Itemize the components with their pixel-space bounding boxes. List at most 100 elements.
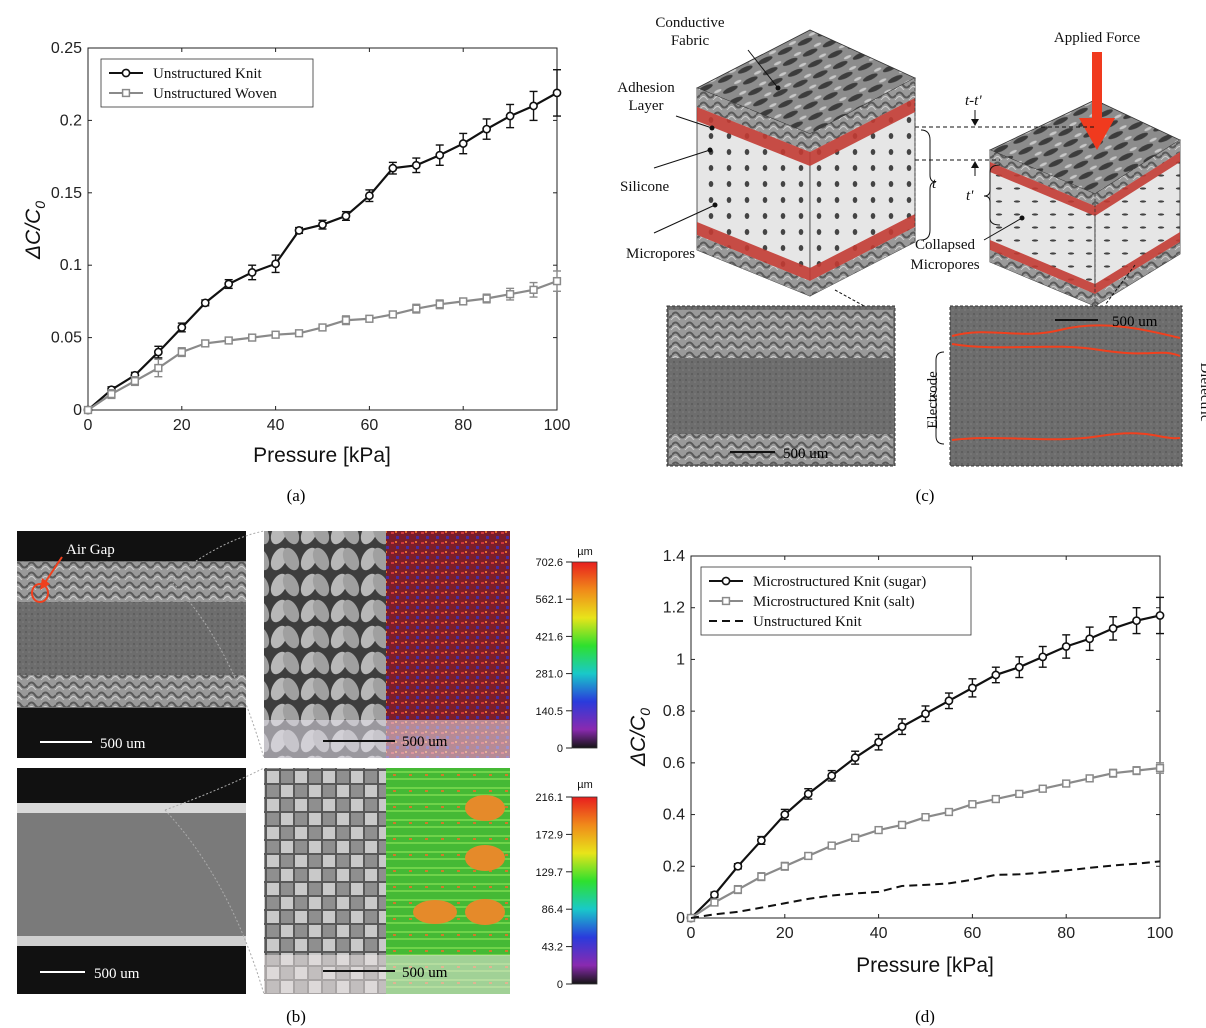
data-point	[1132, 616, 1141, 626]
data-point	[944, 696, 954, 706]
data-point	[435, 150, 445, 160]
data-point	[1038, 784, 1047, 793]
data-point	[733, 861, 743, 871]
y-tick-label: 0.2	[663, 858, 685, 875]
y-tick-label: 0	[73, 402, 82, 419]
label-micropores: Micropores	[626, 246, 695, 262]
series-microstructured-knit-sugar-	[686, 596, 1165, 923]
data-point	[1085, 774, 1094, 783]
data-point	[294, 329, 304, 338]
compressed-cube	[989, 99, 1181, 307]
woven-surface: 500 um	[264, 768, 510, 994]
data-point	[153, 347, 163, 357]
x-tick-label: 0	[84, 417, 93, 434]
x-tick-label: 40	[870, 925, 888, 942]
scale-bar-label: 500 um	[402, 734, 448, 750]
leader-lines	[653, 49, 1136, 313]
woven-colorbar: µm 216.1 172.9 129.7 86.4 43.2 0	[535, 779, 598, 991]
data-point	[435, 300, 444, 309]
data-point	[364, 191, 374, 201]
legend: Unstructured Knit Unstructured Woven	[100, 58, 314, 108]
data-point	[921, 813, 930, 822]
data-point	[850, 753, 860, 763]
data-point	[991, 794, 1001, 804]
data-point	[1155, 763, 1165, 773]
legend-entry: Unstructured Woven	[153, 86, 277, 102]
x-tick-label: 80	[454, 417, 472, 434]
panel-label-d: (d)	[915, 1007, 935, 1026]
legend: Microstructured Knit (sugar) Microstructu…	[700, 566, 972, 636]
data-point	[1014, 662, 1024, 672]
y-tick-label: 0.4	[663, 807, 685, 824]
data-point	[780, 810, 790, 819]
label-electrode: Electrode	[925, 371, 941, 429]
legend-marker	[721, 596, 731, 606]
data-point	[552, 88, 562, 98]
legend-entry: Unstructured Knit	[153, 66, 263, 82]
legend-marker	[721, 576, 731, 586]
data-point	[552, 276, 562, 286]
data-point	[388, 310, 398, 319]
scale-bar-label: 500 um	[100, 736, 146, 752]
data-point	[224, 279, 234, 289]
data-point	[968, 683, 977, 693]
label-adhesion-layer: Adhesion Layer	[617, 80, 675, 114]
y-tick-label: 1	[676, 651, 685, 668]
data-point	[1015, 789, 1024, 799]
data-point	[505, 290, 515, 299]
data-point	[271, 330, 280, 339]
legend-box	[100, 58, 314, 108]
series-unstructured-knit	[690, 860, 1161, 919]
x-tick-label: 80	[1057, 925, 1075, 942]
data-point	[1108, 624, 1118, 633]
data-point	[827, 841, 836, 850]
x-tick-label: 60	[964, 925, 982, 942]
data-point	[505, 111, 515, 121]
schematic-c: Conductive Fabric Adhesion Layer Silicone …	[617, 15, 1206, 505]
y-tick-label: 0.1	[60, 257, 82, 274]
series-group	[83, 69, 562, 415]
data-point	[710, 890, 719, 900]
data-point	[1108, 769, 1118, 778]
colorbar-tick-label: 702.6	[535, 557, 563, 569]
data-point	[294, 226, 304, 235]
data-point	[1085, 634, 1095, 644]
data-point	[874, 737, 883, 747]
y-tick-label: 0.15	[51, 185, 82, 202]
scale-bar-label: 500 um	[94, 966, 140, 982]
data-point	[154, 363, 163, 373]
colorbar-tick-label: 129.7	[535, 867, 563, 879]
x-axis-title: Pressure [kPa]	[856, 954, 994, 977]
data-point	[1038, 652, 1048, 662]
data-point	[757, 872, 766, 881]
cross-section-compressed: 500 um Electrode Dielectric	[925, 305, 1206, 467]
uncompressed-cube	[696, 29, 916, 297]
data-point	[1061, 642, 1071, 651]
data-point	[83, 405, 93, 415]
data-point	[804, 851, 813, 861]
data-point	[388, 163, 398, 173]
data-point	[482, 124, 492, 134]
micrographs-b: Air Gap 500 um 500 um µm 702.6 562.1 421.6…	[17, 530, 598, 1026]
y-tick-label: 1.2	[663, 600, 685, 617]
data-point	[874, 825, 883, 835]
leader-dots	[707, 85, 1025, 221]
colorbar-tick-label: 281.0	[535, 669, 563, 681]
tick-labels: 0 20 40 60 80 100 0 0.2 0.4 0.6 0.8 1 1.2 1.4	[663, 548, 1174, 942]
data-point	[1062, 779, 1071, 788]
data-point	[897, 722, 907, 732]
chart-d: 0 20 40 60 80 100 0 0.2 0.4 0.6 0.8 1 1.2 1.4 Microst…	[627, 548, 1173, 1026]
schematic-labels: Conductive Fabric Adhesion Layer Silicone …	[617, 15, 1140, 273]
colorbar-tick-label: 86.4	[542, 904, 563, 916]
x-axis-title: Pressure [kPa]	[253, 444, 391, 467]
label-applied-force: Applied Force	[1054, 30, 1141, 46]
data-point	[248, 333, 257, 342]
applied-force-arrow	[1079, 52, 1115, 150]
data-point	[968, 800, 977, 809]
scale-bar-label: 500 um	[1112, 314, 1158, 330]
data-point	[733, 885, 743, 894]
data-point	[827, 771, 837, 781]
data-point	[177, 323, 187, 332]
knit-surface: 500 um	[169, 530, 510, 759]
y-tick-label: 0.05	[51, 330, 82, 347]
